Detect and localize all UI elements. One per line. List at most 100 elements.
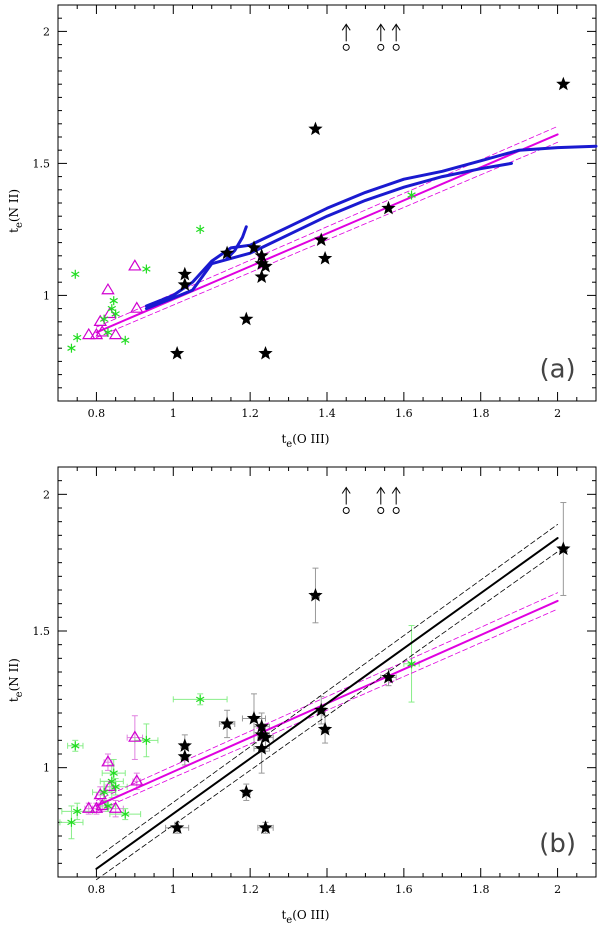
lower-limit-arrow [341, 486, 351, 515]
x-tick-label: 1 [170, 407, 177, 420]
star-point [170, 345, 185, 360]
asterisk-point [111, 782, 120, 792]
star-point [258, 730, 273, 744]
y-axis-label-group: te(N II) [7, 658, 25, 702]
star-point [177, 266, 192, 281]
x-axis-label: te(O III) [281, 908, 329, 926]
asterisk-point [195, 694, 205, 704]
star-point [239, 784, 254, 799]
asterisk-point [71, 269, 80, 279]
y-tick-label: 2 [43, 25, 50, 38]
lower-limit-arrow [376, 486, 386, 515]
star-point [314, 232, 329, 247]
x-tick-label: 1.4 [318, 407, 336, 420]
triangle-point [108, 801, 123, 813]
plot-frame-a [57, 4, 597, 402]
x-tick-label: 0.8 [88, 883, 106, 896]
fit-confidence-line [96, 551, 558, 881]
star-point [254, 719, 269, 733]
fit-confidence-line [96, 608, 558, 812]
asterisk-point [109, 768, 118, 778]
asterisk-point [71, 741, 80, 751]
asterisk-point [67, 817, 76, 827]
x-tick-label: 0.8 [88, 407, 106, 420]
star-point [381, 200, 396, 215]
y-tick-label: 1.5 [33, 625, 51, 638]
triangle-point [89, 801, 104, 813]
triangle-point [108, 327, 123, 340]
x-tick-label: 1 [170, 883, 177, 896]
y-tick-label: 2 [43, 488, 50, 501]
x-tick-label: 2 [554, 883, 561, 896]
triangle-point [128, 730, 142, 742]
lower-limit-arrow [391, 486, 401, 515]
asterisk-point [142, 735, 151, 745]
asterisk-point [99, 314, 109, 324]
triangle-point [101, 282, 115, 295]
asterisk-point [142, 264, 151, 274]
y-tick-label: 1 [43, 289, 50, 302]
star-point [219, 716, 235, 730]
asterisk-point [121, 335, 130, 345]
panel-label: (b) [539, 829, 576, 859]
star-point [381, 669, 396, 684]
triangle-point [81, 327, 96, 340]
star-point [556, 76, 571, 91]
model-curve [225, 225, 248, 260]
star-point [219, 245, 235, 260]
x-tick-label: 1.8 [472, 883, 490, 896]
star-point [308, 587, 323, 602]
x-tick-label: 1.2 [241, 883, 259, 896]
asterisk-point [103, 327, 113, 337]
lower-limit-arrow [376, 23, 386, 51]
lower-limit-arrow [391, 23, 401, 51]
star-point [308, 121, 323, 136]
star-point [239, 311, 254, 326]
triangle-point [81, 801, 96, 813]
star-point [177, 277, 192, 291]
fit-confidence-line [96, 524, 558, 859]
star-point [170, 820, 185, 834]
asterisk-point [73, 333, 82, 343]
y-axis-label: te(N II) [7, 189, 25, 233]
star-point [254, 727, 269, 741]
asterisk-point [99, 787, 109, 797]
asterisk-point [407, 659, 416, 669]
lower-limit-arrow [341, 23, 351, 51]
star-point [254, 248, 269, 262]
star-point [317, 250, 333, 265]
asterisk-point [67, 343, 76, 353]
triangle-point [101, 755, 115, 767]
panel-a: 0.8 1 1.2 1.4 1.6 1.8 2 1 1.5 2 te(O III) te(N II) (… [7, 4, 598, 450]
star-point [246, 710, 262, 725]
asterisk-point [407, 190, 416, 200]
fit-confidence-line [96, 141, 558, 339]
x-tick-label: 1.6 [395, 407, 413, 420]
fit-line [95, 133, 559, 334]
x-tick-label: 1.6 [395, 883, 413, 896]
y-axis-label: te(N II) [7, 658, 25, 702]
x-tick-label: 1.4 [318, 883, 336, 896]
asterisk-point [107, 776, 116, 786]
x-axis-label: te(O III) [281, 432, 329, 450]
triangle-point [130, 774, 144, 786]
x-tick-label: 1.2 [241, 407, 259, 420]
y-tick-label: 1.5 [33, 157, 51, 170]
asterisk-point [109, 296, 118, 306]
y-axis-label-group: te(N II) [7, 189, 25, 233]
triangle-point [130, 301, 144, 313]
star-point [317, 721, 333, 736]
panel-b: 0.8 1 1.2 1.4 1.6 1.8 2 1 1.5 2 te(O III) te(N II) (… [7, 466, 597, 926]
star-point [254, 256, 269, 270]
star-point [246, 240, 262, 254]
star-point [556, 541, 571, 556]
x-tick-label: 1.8 [472, 407, 490, 420]
star-point [258, 345, 273, 360]
x-tick-label: 2 [554, 407, 561, 420]
star-point [254, 741, 269, 755]
star-point [254, 269, 269, 283]
y-tick-label: 1 [43, 762, 50, 775]
star-point [258, 258, 273, 273]
asterisk-point [121, 809, 130, 819]
